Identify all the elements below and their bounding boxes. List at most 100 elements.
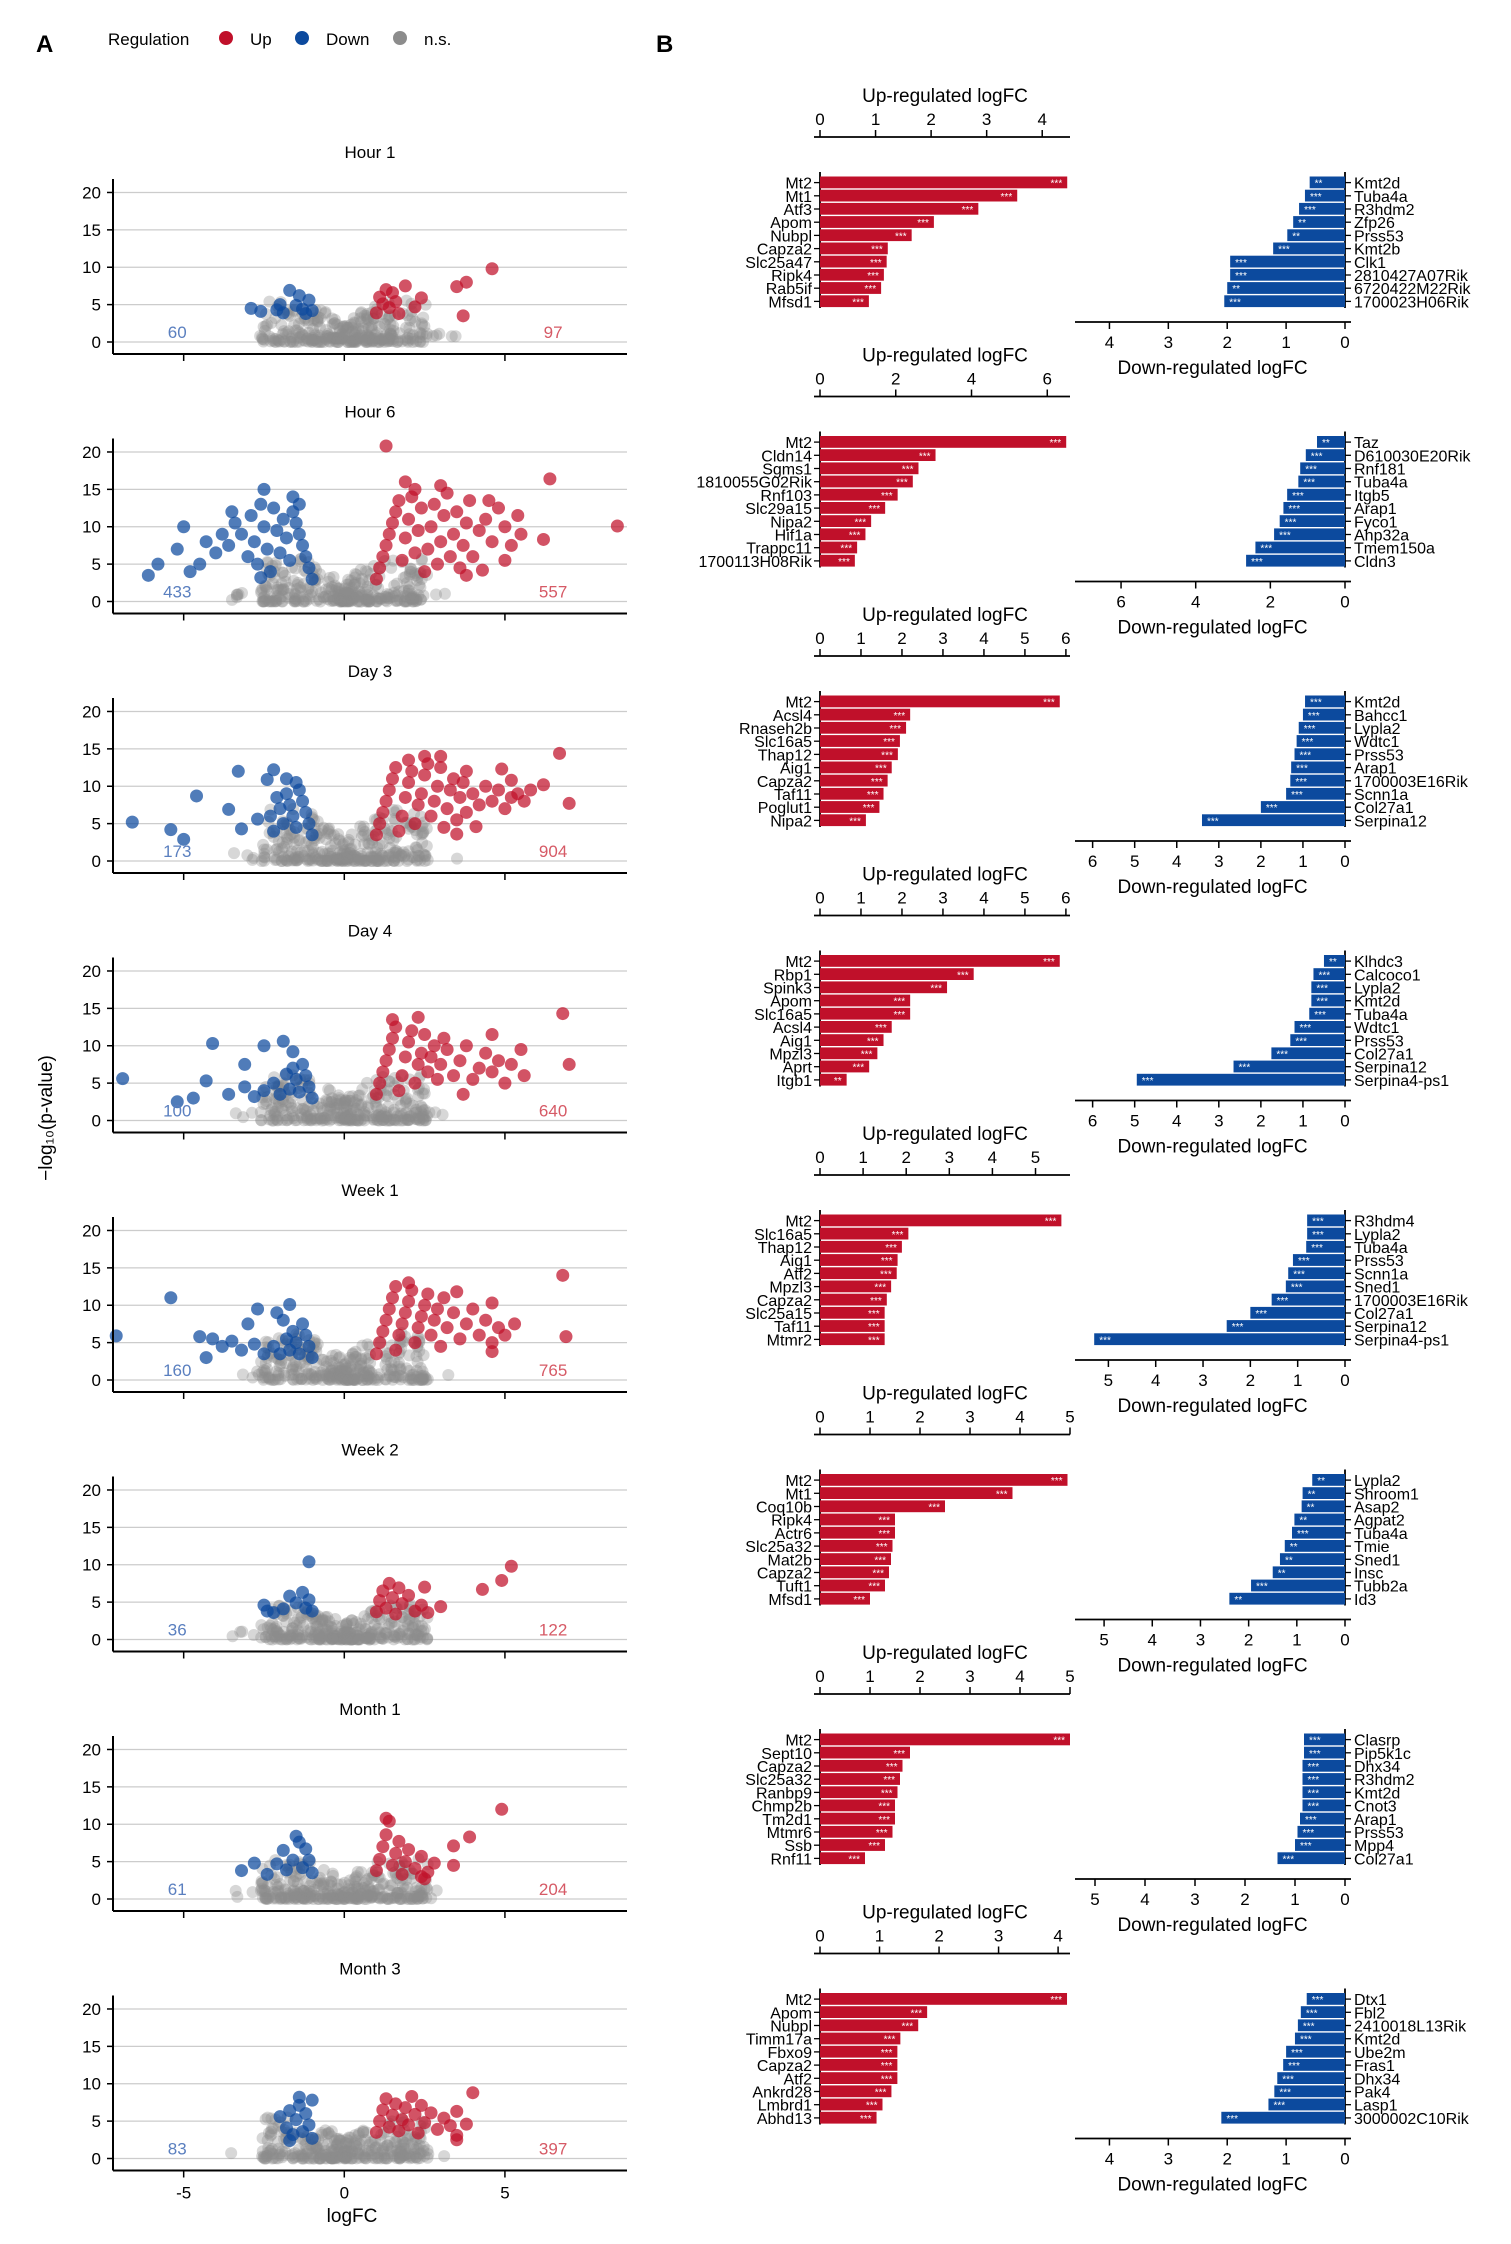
ns-point (381, 335, 394, 348)
ns-point (342, 595, 355, 608)
up-count: 640 (539, 1102, 567, 1121)
down-bar (1136, 1073, 1345, 1086)
up-axis-tick-label: 3 (945, 1148, 954, 1167)
ns-point (341, 331, 354, 344)
volcano-title: Day 4 (348, 922, 392, 941)
ns-point (261, 556, 274, 569)
ns-point (354, 307, 367, 320)
up-axis-tick-label: 3 (938, 629, 947, 648)
up-point (456, 1087, 470, 1101)
ns-point (430, 1884, 443, 1897)
up-significance-label: *** (878, 1815, 890, 1826)
up-point (517, 794, 531, 808)
down-significance-label: *** (1295, 1036, 1307, 1047)
down-point (289, 516, 303, 530)
ns-point (378, 317, 391, 330)
up-point (459, 1317, 473, 1331)
up-axis-tick-label: 2 (901, 1148, 910, 1167)
up-point (395, 1867, 409, 1881)
ns-point (282, 581, 295, 594)
up-point (556, 1268, 570, 1282)
ns-point (308, 334, 321, 347)
ns-point (359, 593, 372, 606)
down-bar (1224, 295, 1345, 308)
ns-point (392, 334, 405, 347)
up-point (536, 778, 550, 792)
down-significance-label: ** (1329, 957, 1337, 968)
ns-point (330, 2144, 343, 2157)
up-axis-title: Up-regulated logFC (862, 86, 1028, 107)
ns-point (340, 320, 353, 333)
ns-point (352, 591, 365, 604)
down-bar (1233, 1060, 1345, 1073)
ns-point (351, 595, 364, 608)
up-point (434, 1057, 448, 1071)
ns-point (293, 326, 306, 339)
up-point (453, 1054, 467, 1068)
up-axis-tick-label: 4 (1015, 1408, 1024, 1427)
ns-point (417, 311, 430, 324)
ns-point (268, 1108, 281, 1121)
ns-point (360, 335, 373, 348)
up-point (421, 1287, 435, 1301)
y-tick-label: 15 (82, 1518, 101, 1537)
ns-point (389, 594, 402, 607)
up-axis-tick-label: 2 (891, 370, 900, 389)
volcano-panel-7: Month 1 0 5 10 15 20 61 204 (82, 1700, 627, 1918)
ns-point (387, 335, 400, 348)
ns-point (449, 330, 462, 343)
down-significance-label: *** (1298, 1256, 1310, 1267)
ns-point (381, 595, 394, 608)
down-point (235, 822, 248, 836)
ns-point (344, 335, 357, 348)
y-tick-label: 5 (92, 815, 101, 834)
down-point (305, 572, 319, 586)
ns-point (392, 850, 405, 863)
ns-point (358, 309, 371, 322)
up-points (369, 1268, 573, 1361)
down-point (225, 505, 239, 519)
up-point (437, 1291, 451, 1305)
ns-point (373, 335, 386, 348)
up-point (437, 509, 451, 523)
ns-point (270, 595, 283, 608)
ns-point (340, 2133, 353, 2146)
ns-point (433, 327, 446, 340)
up-point (398, 790, 412, 804)
ns-point (297, 595, 310, 608)
ns-point (381, 588, 394, 601)
ns-point (271, 581, 284, 594)
up-axis-tick-label: 4 (979, 889, 988, 908)
up-point (511, 509, 525, 523)
up-point (395, 1317, 409, 1331)
ns-point (308, 327, 321, 340)
up-point (485, 794, 499, 808)
down-axis-tick-label: 3 (1214, 852, 1223, 871)
up-point (463, 1830, 477, 1844)
ns-point (288, 587, 301, 600)
ns-point (395, 1886, 408, 1899)
down-significance-label: *** (1310, 192, 1322, 203)
ns-point (265, 316, 278, 329)
ns-point (361, 329, 374, 342)
ns-point (353, 577, 366, 590)
down-bar (1094, 1333, 1345, 1346)
volcano-panel-3: Day 3 0 5 10 15 20 173 904 (82, 662, 627, 880)
ns-point (391, 335, 404, 348)
ns-point (336, 327, 349, 340)
up-point (504, 1057, 518, 1071)
down-regulated-chart: Dtx1***Fbl2***2410018L13Rik***Kmt2d***Ub… (1075, 1988, 1470, 2196)
ns-point (406, 335, 419, 348)
y-tick-label: 0 (92, 1631, 101, 1650)
y-tick-label: 20 (82, 1740, 101, 1759)
ns-point (416, 328, 429, 341)
down-point (241, 550, 255, 564)
down-significance-label: *** (1300, 1023, 1312, 1034)
ns-point (257, 335, 270, 348)
up-bar (820, 1474, 1068, 1486)
down-point (286, 490, 300, 504)
ns-point (382, 311, 395, 324)
ns-point (327, 594, 340, 607)
down-significance-label: *** (1309, 1736, 1321, 1747)
down-significance-label: ** (1299, 1516, 1307, 1527)
